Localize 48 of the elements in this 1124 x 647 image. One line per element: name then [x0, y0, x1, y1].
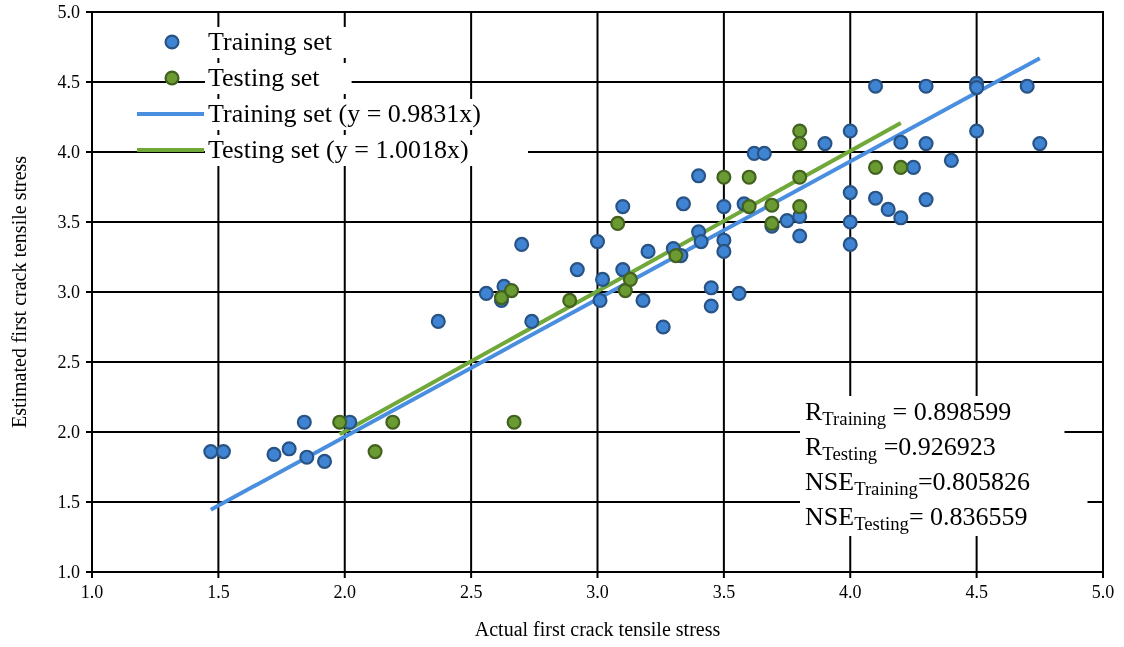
point — [792, 136, 808, 152]
point — [668, 248, 684, 264]
y-tick-label: 2.5 — [57, 352, 80, 372]
point — [792, 123, 808, 139]
y-tick-label: 5.0 — [57, 2, 80, 22]
y-axis-title: Estimated first crack tensile stress — [8, 155, 30, 429]
point — [506, 414, 522, 430]
point — [867, 159, 884, 175]
point — [716, 169, 732, 185]
legend-label: Training set — [208, 27, 333, 56]
x-axis-title: Actual first crack tensile stress — [474, 618, 721, 640]
y-tick-label: 2.0 — [57, 422, 80, 442]
x-tick-label: 1.5 — [207, 582, 230, 602]
point — [764, 197, 780, 213]
point — [610, 215, 626, 231]
legend-label: Testing set (y = 1.0018x) — [208, 135, 469, 164]
point — [367, 444, 383, 460]
point — [741, 199, 757, 215]
annotation: NSE$_{Training}$=0.805826 — [805, 467, 1031, 499]
point — [792, 169, 808, 185]
y-tick-label: 1.5 — [57, 492, 80, 512]
annotation: R$_{Training}$ = 0.898599 — [805, 397, 1012, 429]
annotation: R$_{Testing}$ =0.926923 — [805, 432, 996, 464]
point — [617, 283, 633, 299]
point — [622, 271, 638, 287]
x-tick-label: 2.5 — [459, 582, 483, 602]
y-tick-label: 3.0 — [57, 282, 80, 302]
x-tick-label: 5.0 — [1091, 582, 1115, 602]
point — [893, 159, 909, 175]
point — [792, 199, 808, 215]
y-tick-label: 3.5 — [57, 212, 80, 232]
y-tick-label: 4.0 — [57, 142, 80, 162]
point — [741, 169, 757, 185]
legend-label: Testing set — [208, 63, 321, 92]
x-tick-label: 1.0 — [80, 582, 104, 602]
point — [504, 283, 520, 299]
y-tick-label: 1.0 — [57, 562, 80, 582]
legend-label: Training set (y = 0.9831x) — [208, 99, 481, 128]
y-tick-label: 4.5 — [57, 72, 80, 92]
x-tick-label: 4.0 — [839, 582, 862, 602]
point — [385, 414, 401, 430]
annotation: NSE$_{Testing}$= 0.836559 — [805, 502, 1028, 534]
point — [332, 414, 348, 430]
x-tick-label: 4.5 — [965, 582, 988, 602]
x-tick-label: 3.5 — [712, 582, 736, 602]
x-tick-label: 3.0 — [586, 582, 609, 602]
x-tick-label: 2.0 — [333, 582, 356, 602]
point — [562, 292, 578, 308]
